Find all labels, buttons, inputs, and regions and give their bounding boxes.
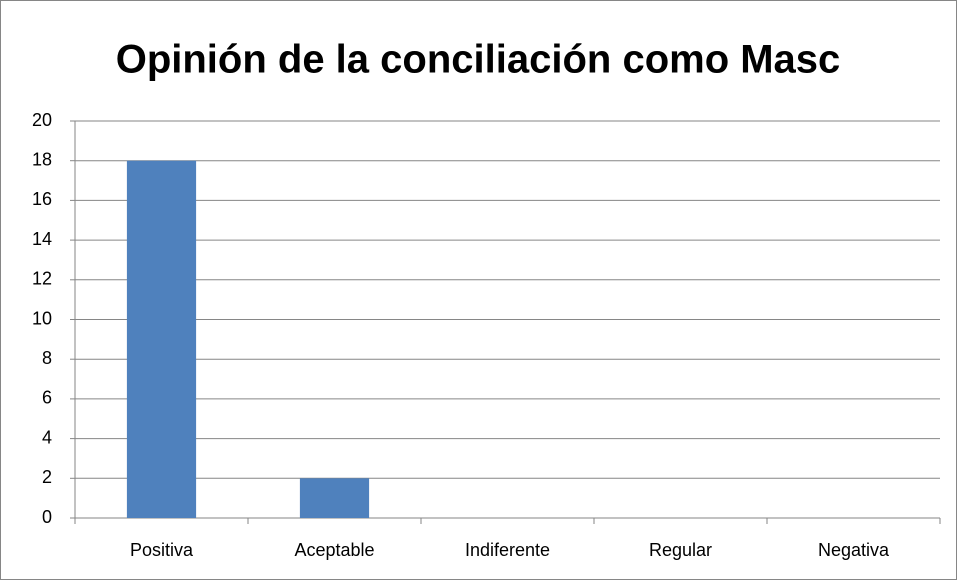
y-tick-label: 8: [42, 348, 52, 368]
y-tick-label: 6: [42, 388, 52, 408]
y-tick-label: 14: [32, 229, 52, 249]
y-tick-label: 12: [32, 269, 52, 289]
y-tick-label: 16: [32, 189, 52, 209]
y-tick-label: 4: [42, 427, 52, 447]
y-tick-label: 2: [42, 467, 52, 487]
x-tick-label: Positiva: [130, 540, 194, 560]
x-tick-label: Indiferente: [465, 540, 550, 560]
y-tick-label: 18: [32, 149, 52, 169]
bar: [126, 160, 197, 518]
y-tick-label: 0: [42, 507, 52, 527]
y-tick-label: 20: [32, 110, 52, 130]
x-tick-label: Regular: [649, 540, 712, 560]
x-tick-label: Aceptable: [294, 540, 374, 560]
chart-title: Opinión de la conciliación como Masc: [116, 38, 841, 82]
y-tick-label: 10: [32, 308, 52, 328]
x-tick-label: Negativa: [818, 540, 890, 560]
bar: [299, 478, 370, 518]
